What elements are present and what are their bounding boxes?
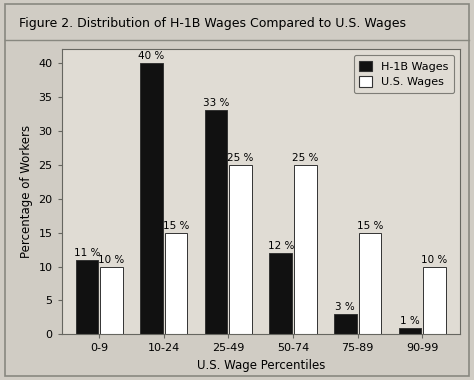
Legend: H-1B Wages, U.S. Wages: H-1B Wages, U.S. Wages: [354, 55, 454, 93]
Y-axis label: Percentage of Workers: Percentage of Workers: [20, 125, 33, 258]
Bar: [140, 63, 163, 334]
Text: 12 %: 12 %: [267, 241, 294, 251]
Text: 25 %: 25 %: [292, 153, 319, 163]
Bar: [399, 328, 421, 334]
Text: 11 %: 11 %: [73, 248, 100, 258]
Text: 15 %: 15 %: [163, 220, 189, 231]
Text: 15 %: 15 %: [357, 220, 383, 231]
Text: 25 %: 25 %: [228, 153, 254, 163]
Text: Figure 2. Distribution of H-1B Wages Compared to U.S. Wages: Figure 2. Distribution of H-1B Wages Com…: [19, 17, 406, 30]
Text: 10 %: 10 %: [421, 255, 448, 264]
X-axis label: U.S. Wage Percentiles: U.S. Wage Percentiles: [197, 359, 325, 372]
Text: 40 %: 40 %: [138, 51, 164, 61]
Bar: [75, 260, 98, 334]
Bar: [359, 233, 381, 334]
Bar: [334, 314, 356, 334]
Bar: [164, 233, 187, 334]
Text: 1 %: 1 %: [400, 315, 420, 326]
Bar: [205, 111, 228, 334]
Bar: [294, 165, 317, 334]
Bar: [229, 165, 252, 334]
Text: 10 %: 10 %: [98, 255, 125, 264]
Bar: [423, 266, 446, 334]
Text: 3 %: 3 %: [336, 302, 355, 312]
Bar: [100, 266, 123, 334]
Bar: [269, 253, 292, 334]
Text: 33 %: 33 %: [203, 98, 229, 108]
